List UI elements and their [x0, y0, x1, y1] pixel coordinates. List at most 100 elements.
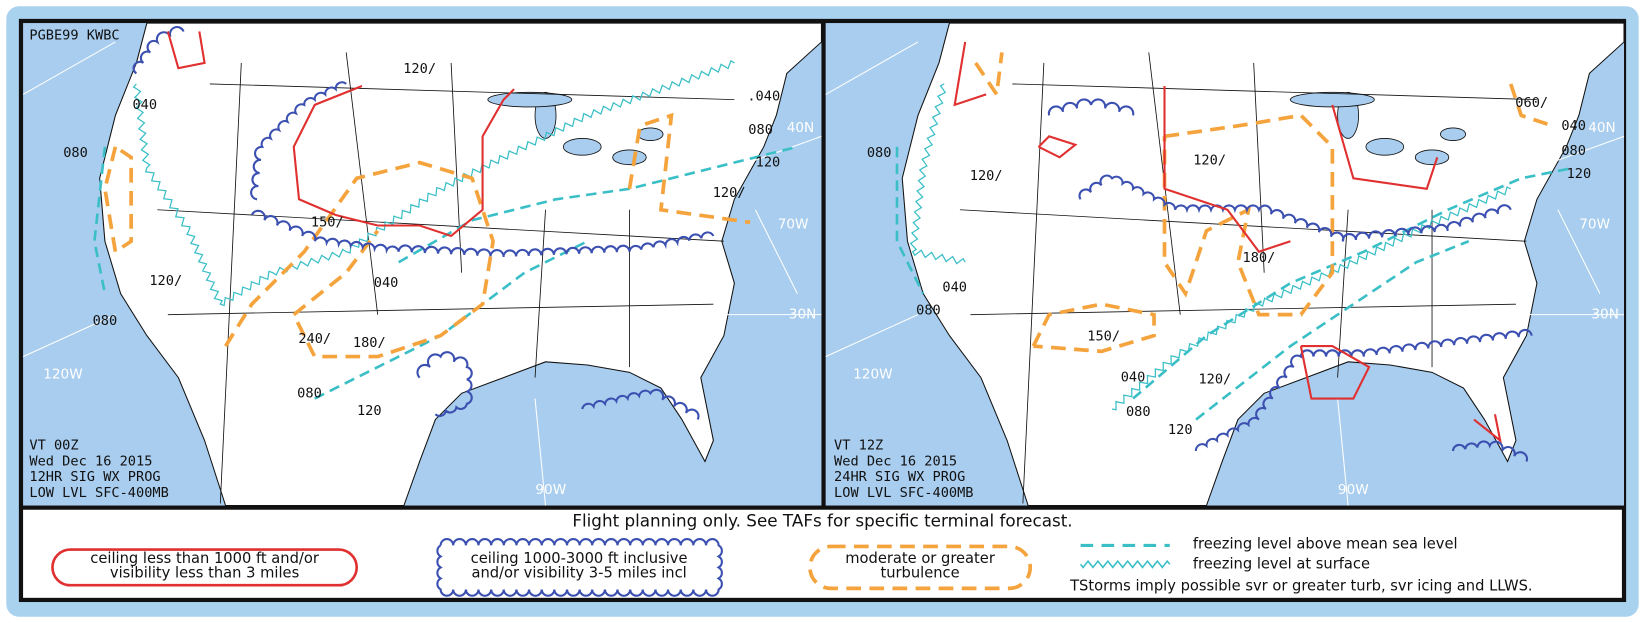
freezing-label: 120: [1567, 166, 1592, 182]
header: PGBE99 KWBC: [29, 28, 119, 44]
coordinate-label: 30N: [1591, 307, 1619, 323]
state-line: [1012, 83, 1537, 101]
freezing-label: 150/: [311, 214, 344, 230]
freezing-label: 080: [1561, 143, 1586, 159]
panel-level: LOW LVL SFC-400MB: [834, 485, 973, 501]
graticule: [825, 314, 919, 358]
freezing-label: 080: [916, 302, 941, 318]
state-line: [345, 52, 379, 315]
ifr-symbol: [51, 548, 359, 587]
mvfr-area: [250, 209, 715, 258]
mvfr-area: [1047, 98, 1135, 116]
freezing-label: 120/: [713, 185, 746, 201]
graticule: [1536, 135, 1625, 169]
freezing-label: .040: [747, 88, 780, 104]
lake: [612, 149, 647, 166]
freezing-label: 150/: [1087, 329, 1120, 345]
ifr-area: [1037, 135, 1078, 159]
coordinate-label: 70W: [1579, 216, 1610, 232]
freezing-label: 080: [93, 313, 118, 329]
freezing-label: 120/: [1193, 152, 1226, 168]
turbulence: [627, 112, 751, 225]
graticule: [1337, 398, 1349, 506]
freezing-label: 120: [756, 155, 781, 171]
legend-note: Flight planning only. See TAFs for speci…: [572, 510, 1072, 530]
panel-valid: VT 12Z: [834, 438, 883, 454]
graticule: [754, 209, 798, 294]
freezing-level: [1195, 240, 1470, 421]
tstorms-text: TStorms imply possible svr or greater tu…: [1069, 577, 1532, 594]
freezing-label: 240/: [298, 331, 331, 347]
ifr-area: [1331, 104, 1439, 190]
graticule: [1557, 209, 1601, 294]
freezing-label: 120: [357, 403, 382, 419]
coordinate-label: 70W: [778, 216, 809, 232]
lake: [562, 138, 602, 156]
freezing-label: 040: [132, 97, 157, 113]
freezing-surface: [132, 59, 735, 307]
ifr-area: [292, 85, 515, 238]
freezing-label: 080: [1126, 404, 1151, 420]
ifr-text: ceiling less than 1000 ft and/or: [90, 550, 320, 567]
freezing-label: 060/: [1515, 95, 1548, 111]
lake: [1440, 127, 1467, 141]
freezing-label: 120/: [1198, 372, 1231, 388]
turbulence-symbol: [808, 544, 1033, 591]
freezing-label: 080: [748, 122, 773, 138]
turbulence-text: moderate or greater: [845, 550, 996, 567]
ifr-area: [1473, 414, 1502, 444]
freezing-label: 180/: [353, 335, 386, 351]
state-line: [219, 62, 242, 504]
coordinate-label: 90W: [535, 482, 566, 498]
freezing-label: 120/: [970, 168, 1003, 184]
state-line: [209, 83, 735, 101]
state-line: [1022, 62, 1045, 504]
ifr-text: visibility less than 3 miles: [110, 565, 299, 582]
panel-product: 12HR SIG WX PROG: [29, 469, 160, 485]
state-line: [534, 209, 546, 378]
lake: [1414, 149, 1450, 166]
coordinate-label: 30N: [789, 307, 817, 323]
mvfr-area: [416, 351, 473, 417]
freezing-sfc-symbol: [1079, 559, 1171, 569]
state-line: [450, 62, 463, 273]
coordinate-label: 120W: [43, 366, 83, 382]
freezing-sfc-text: freezing level at surface: [1193, 555, 1370, 572]
land: [901, 22, 1625, 507]
graticule: [534, 398, 547, 506]
freezing-surface: [909, 83, 966, 265]
mvfr-text: ceiling 1000-3000 ft inclusive: [471, 550, 688, 567]
lake: [487, 91, 573, 108]
graticule: [22, 314, 116, 358]
turbulence: [1162, 113, 1335, 317]
freezing-label: 080: [297, 385, 322, 401]
turbulence-text: turbulence: [880, 565, 959, 582]
freezing-level: [398, 145, 798, 264]
freezing-label: 180/: [1243, 250, 1276, 266]
ifr-area: [166, 31, 206, 70]
freezing-label: 120/: [149, 273, 182, 289]
graticule: [22, 41, 116, 95]
turbulence: [1508, 83, 1554, 128]
state-line: [167, 303, 714, 316]
panel-date: Wed Dec 16 2015: [834, 453, 957, 469]
freezing-label: 080: [867, 145, 892, 161]
ifr-area: [953, 41, 987, 107]
coordinate-label: 40N: [787, 120, 815, 136]
freezing-label: 120/: [403, 61, 436, 77]
freezing-surface: [1111, 186, 1511, 411]
freezing-label: 040: [1561, 118, 1586, 134]
freezing-level: [1132, 166, 1574, 400]
turbulence: [1031, 302, 1156, 354]
freezing-msl-text: freezing level above mean sea level: [1193, 535, 1458, 552]
lake: [1365, 138, 1405, 156]
legend-box: [23, 509, 1622, 598]
graticule: [734, 135, 822, 169]
lake: [637, 127, 664, 141]
mvfr-area: [581, 388, 700, 421]
freezing-label: 040: [942, 279, 967, 295]
